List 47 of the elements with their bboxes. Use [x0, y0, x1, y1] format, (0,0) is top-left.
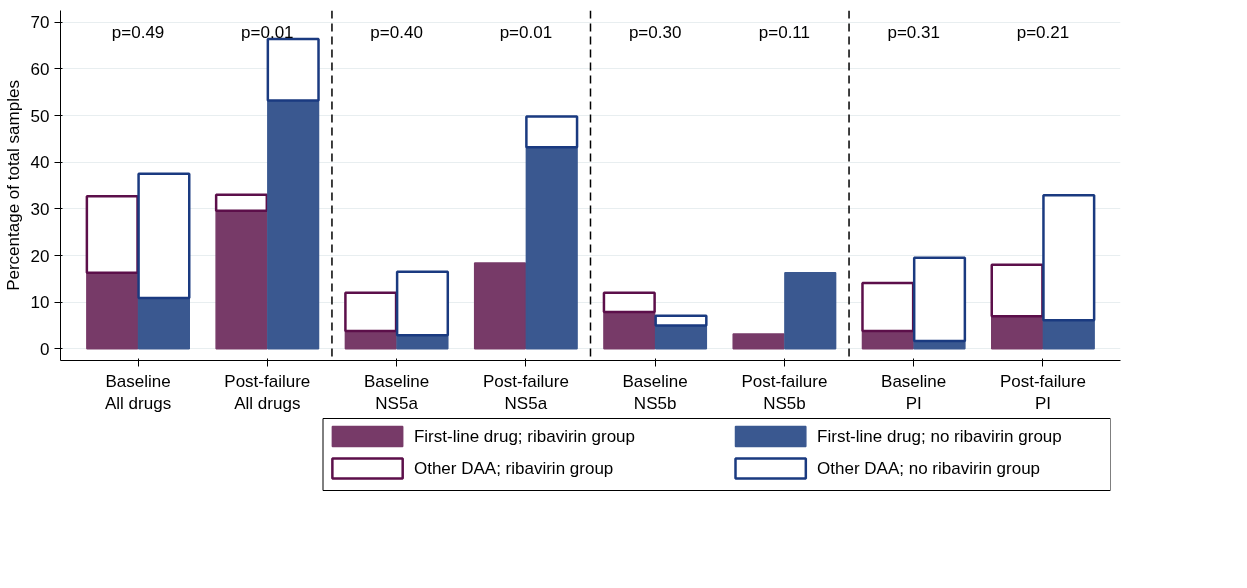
y-tick-label: 40: [30, 153, 50, 173]
bar: [1042, 319, 1095, 350]
y-tick-label: 70: [30, 13, 50, 33]
y-tick-label: 30: [30, 199, 50, 219]
annotation: p=0.30: [628, 22, 682, 42]
bar: [654, 324, 708, 350]
annotation: p=0.11: [758, 22, 811, 42]
annotation: p=0.01: [241, 22, 294, 42]
y-tick-label: 0: [40, 339, 50, 359]
bar: [602, 291, 656, 314]
y-tick-label: 60: [30, 59, 50, 79]
y-tick-label: 20: [30, 246, 50, 266]
x-tick-label: Baseline NS5b: [622, 371, 688, 414]
bar: [991, 315, 1044, 350]
annotation: p=0.21: [1016, 22, 1070, 42]
bar: [732, 333, 785, 350]
x-tick-label: Post-failure NS5b: [741, 371, 828, 414]
bar: [215, 209, 268, 350]
bar: [861, 330, 914, 350]
legend-label: Other DAA; ribavirin group: [413, 459, 614, 478]
legend-label: First-line drug; no ribavirin group: [817, 427, 1062, 446]
bar: [344, 330, 397, 350]
y-axis-title: Percentage of total samples: [3, 80, 23, 291]
x-tick-label: Baseline PI: [881, 371, 947, 414]
bar: [654, 314, 708, 327]
bar: [525, 146, 578, 350]
annotation: p=0.01: [499, 22, 553, 42]
annotation: p=0.40: [370, 22, 423, 42]
bar: [214, 193, 269, 212]
legend-label: First-line drug; ribavirin group: [413, 427, 636, 446]
legend-label: Other DAA; no ribavirin group: [817, 459, 1041, 478]
x-tick-label: Baseline NS5a: [363, 371, 430, 414]
x-tick-label: Post-failure NS5a: [482, 371, 569, 414]
y-tick-label: 10: [30, 293, 50, 313]
bar: [525, 115, 579, 149]
bar: [86, 272, 139, 350]
bar: [473, 262, 527, 350]
bar: [267, 99, 320, 350]
bar: [137, 297, 190, 350]
annotation: p=0.49: [111, 22, 165, 42]
bar: [603, 311, 656, 350]
annotation: p=0.31: [887, 22, 940, 42]
x-tick-label: Baseline All drugs: [104, 371, 172, 414]
y-tick-label: 50: [30, 106, 50, 126]
x-tick-label: Post-failure All drugs: [224, 371, 311, 414]
bar: [784, 272, 837, 350]
x-tick-label: Post-failure PI: [999, 371, 1086, 414]
